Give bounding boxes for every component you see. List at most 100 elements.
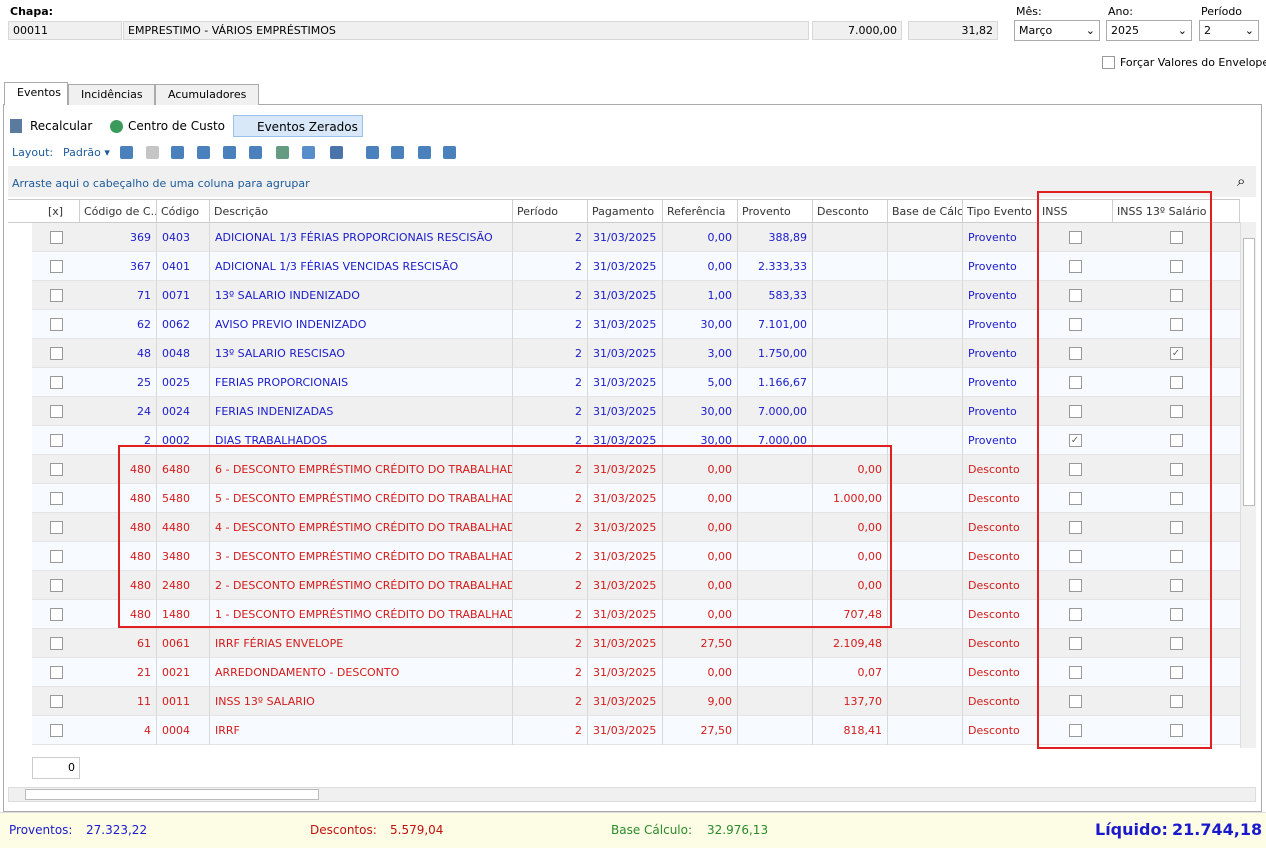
toolbar-icon[interactable] [302,146,315,159]
row-checkbox[interactable] [50,608,63,621]
inss13-checkbox[interactable] [1169,376,1183,389]
inss-checkbox[interactable]: ✓ [1068,434,1082,447]
inss-checkbox[interactable] [1068,405,1082,418]
inss-checkbox[interactable] [1068,637,1082,650]
toolbar-icon[interactable] [391,146,404,159]
inss13-checkbox[interactable] [1169,405,1183,418]
inss13-checkbox[interactable] [1169,666,1183,679]
inss-checkbox[interactable] [1068,608,1082,621]
inss-checkbox[interactable] [1068,260,1082,273]
inss-checkbox[interactable] [1068,550,1082,563]
period-select[interactable]: 2 ⌄ [1199,20,1259,41]
row-checkbox[interactable] [50,637,63,650]
column-header[interactable]: INSS [1038,200,1113,223]
inss13-checkbox[interactable] [1169,289,1183,302]
tab[interactable]: Eventos [4,82,68,105]
column-header[interactable]: Provento [738,200,813,223]
inss-checkbox[interactable] [1068,695,1082,708]
toolbar-icon[interactable] [330,146,343,159]
inss13-checkbox[interactable] [1169,608,1183,621]
toolbar-icon[interactable] [418,146,431,159]
toolbar-icon[interactable] [443,146,456,159]
chapa-field[interactable]: 00011 [8,21,122,40]
row-checkbox[interactable] [50,289,63,302]
inss-checkbox[interactable] [1068,376,1082,389]
inss-checkbox[interactable] [1068,289,1082,302]
pager[interactable]: 0 [32,757,80,779]
force-checkbox[interactable] [1102,56,1115,69]
inss13-checkbox[interactable] [1169,318,1183,331]
year-select[interactable]: 2025 ⌄ [1106,20,1192,41]
row-checkbox[interactable] [50,434,63,447]
inss13-checkbox[interactable] [1169,724,1183,737]
row-checkbox[interactable] [50,521,63,534]
inss-checkbox[interactable] [1068,724,1082,737]
recalc-button[interactable]: Recalcular [30,119,93,133]
column-header[interactable]: Pagamento [588,200,663,223]
layout-select[interactable]: Padrão ▾ [63,146,110,159]
inss13-checkbox[interactable] [1169,579,1183,592]
row-checkbox[interactable] [50,405,63,418]
tab[interactable]: Acumuladores [155,84,259,105]
scroll-thumb[interactable] [1243,238,1255,506]
inss13-checkbox[interactable] [1169,260,1183,273]
inss13-checkbox[interactable] [1169,695,1183,708]
column-header[interactable]: Código de C... [80,200,157,223]
inss-checkbox[interactable] [1068,463,1082,476]
toolbar-icon[interactable] [197,146,210,159]
inss13-checkbox[interactable] [1169,492,1183,505]
inss-checkbox[interactable] [1068,666,1082,679]
cost-center-button[interactable]: Centro de Custo [128,119,225,133]
inss-checkbox[interactable] [1068,579,1082,592]
column-header[interactable]: Referência [663,200,738,223]
inss-checkbox[interactable] [1068,492,1082,505]
inss13-checkbox[interactable] [1169,463,1183,476]
inss13-checkbox[interactable] [1169,550,1183,563]
column-header[interactable]: Desconto [813,200,888,223]
toolbar-icon[interactable] [171,146,184,159]
inss13-checkbox[interactable] [1169,434,1183,447]
column-header[interactable]: Descrição [210,200,513,223]
codigo-cell: 0403 [157,223,210,252]
scroll-thumb[interactable] [25,789,319,800]
provento-cell [738,542,813,571]
toolbar-icon[interactable] [249,146,262,159]
row-checkbox[interactable] [50,695,63,708]
inss13-checkbox[interactable] [1169,637,1183,650]
column-header[interactable]: [x] [32,200,80,223]
inss13-checkbox[interactable] [1169,521,1183,534]
row-checkbox[interactable] [50,724,63,737]
row-checkbox[interactable] [50,231,63,244]
toolbar-icon[interactable] [366,146,379,159]
inss-checkbox[interactable] [1068,318,1082,331]
row-checkbox[interactable] [50,376,63,389]
toolbar-icon[interactable] [276,146,289,159]
row-checkbox[interactable] [50,550,63,563]
row-checkbox[interactable] [50,666,63,679]
toolbar-icon[interactable] [146,146,159,159]
toolbar-icon[interactable] [223,146,236,159]
inss-checkbox[interactable] [1068,347,1082,360]
column-header[interactable]: Base de Cálc... [888,200,963,223]
search-icon[interactable]: ⌕ [1237,172,1246,190]
month-select[interactable]: Março ⌄ [1014,20,1100,41]
inss13-checkbox[interactable] [1169,231,1183,244]
inss-checkbox[interactable] [1068,231,1082,244]
column-header[interactable]: Período [513,200,588,223]
horizontal-scrollbar[interactable] [8,787,1256,802]
toolbar-icon[interactable] [120,146,133,159]
row-checkbox[interactable] [50,463,63,476]
inss13-checkbox[interactable]: ✓ [1169,347,1183,360]
row-checkbox[interactable] [50,260,63,273]
row-checkbox[interactable] [50,579,63,592]
row-checkbox[interactable] [50,492,63,505]
zero-events-toggle[interactable] [233,115,363,137]
vertical-scrollbar[interactable] [1240,222,1256,748]
row-checkbox[interactable] [50,318,63,331]
inss-checkbox[interactable] [1068,521,1082,534]
tab[interactable]: Incidências [68,84,155,105]
column-header[interactable]: Tipo Evento [963,200,1038,223]
column-header[interactable]: Código [157,200,210,223]
row-checkbox[interactable] [50,347,63,360]
column-header[interactable]: INSS 13º Salário [1113,200,1240,223]
